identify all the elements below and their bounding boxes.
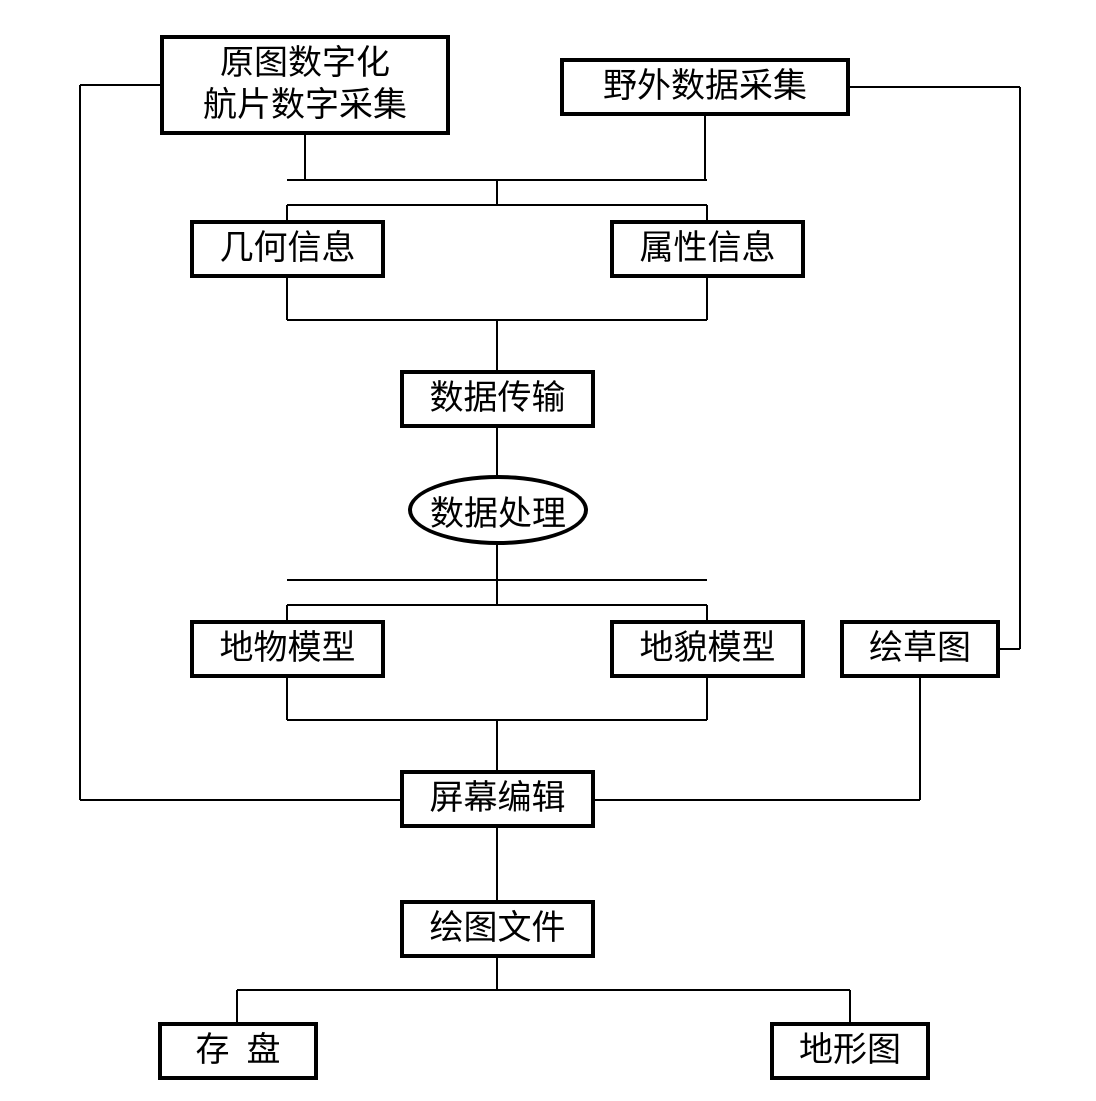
node-n2: 野外数据采集 (560, 58, 850, 116)
node-n5: 数据传输 (400, 370, 595, 428)
node-label: 属性信息 (640, 228, 776, 271)
node-n1: 原图数字化 航片数字采集 (160, 35, 450, 135)
node-label: 数据传输 (430, 378, 566, 421)
node-n9: 绘草图 (840, 620, 1000, 678)
node-n10: 屏幕编辑 (400, 770, 595, 828)
node-n12: 存 盘 (158, 1022, 318, 1080)
node-label: 绘图文件 (430, 908, 566, 951)
node-label: 存 盘 (196, 1030, 281, 1073)
node-label: 原图数字化 航片数字采集 (203, 43, 407, 128)
node-n4: 属性信息 (610, 220, 805, 278)
node-label: 地形图 (799, 1030, 901, 1073)
node-label: 地貌模型 (640, 628, 776, 671)
node-label: 地物模型 (220, 628, 356, 671)
node-n8: 地貌模型 (610, 620, 805, 678)
node-label: 绘草图 (869, 628, 971, 671)
node-label: 几何信息 (220, 228, 356, 271)
flowchart-canvas: 原图数字化 航片数字采集 野外数据采集 几何信息 属性信息 数据传输 数据处理 … (0, 0, 1096, 1101)
node-label: 野外数据采集 (603, 66, 807, 109)
node-label: 数据处理 (430, 486, 566, 535)
node-n7: 地物模型 (190, 620, 385, 678)
node-n11: 绘图文件 (400, 900, 595, 958)
node-n3: 几何信息 (190, 220, 385, 278)
node-n6: 数据处理 (408, 475, 588, 545)
node-n13: 地形图 (770, 1022, 930, 1080)
node-label: 屏幕编辑 (430, 778, 566, 821)
